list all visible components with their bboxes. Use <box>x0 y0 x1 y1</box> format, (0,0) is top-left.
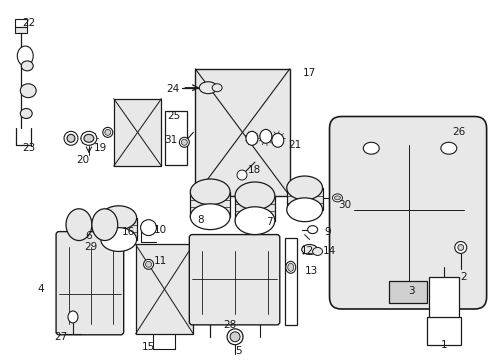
Bar <box>135 244 193 334</box>
Text: 23: 23 <box>22 143 36 153</box>
Ellipse shape <box>20 84 36 98</box>
Ellipse shape <box>145 261 151 267</box>
Ellipse shape <box>312 247 322 255</box>
Ellipse shape <box>332 194 342 202</box>
Text: 15: 15 <box>142 342 155 352</box>
Text: 5: 5 <box>234 346 241 356</box>
Bar <box>428 277 458 319</box>
Ellipse shape <box>287 264 293 271</box>
Ellipse shape <box>237 170 246 180</box>
Text: 28: 28 <box>223 320 236 330</box>
Text: 26: 26 <box>451 127 465 138</box>
Text: 9: 9 <box>324 226 330 237</box>
Bar <box>15 19 27 27</box>
Ellipse shape <box>181 139 187 145</box>
Bar <box>114 99 161 166</box>
Ellipse shape <box>143 260 153 269</box>
Ellipse shape <box>334 196 340 200</box>
Text: 1: 1 <box>440 340 446 350</box>
Bar <box>235 196 274 221</box>
Ellipse shape <box>190 204 230 230</box>
Ellipse shape <box>67 134 75 142</box>
Bar <box>101 218 136 239</box>
Ellipse shape <box>230 332 240 342</box>
Ellipse shape <box>81 131 97 145</box>
Ellipse shape <box>199 82 217 94</box>
Polygon shape <box>111 208 122 222</box>
Ellipse shape <box>440 142 456 154</box>
Text: 8: 8 <box>197 215 203 225</box>
Text: 14: 14 <box>322 247 335 256</box>
Ellipse shape <box>17 46 33 66</box>
Text: 29: 29 <box>84 243 97 252</box>
Text: 20: 20 <box>76 155 89 165</box>
Text: 10: 10 <box>154 225 167 235</box>
Ellipse shape <box>190 179 230 205</box>
Text: 27: 27 <box>54 332 67 342</box>
Text: 24: 24 <box>165 84 179 94</box>
Ellipse shape <box>101 206 136 230</box>
Text: 3: 3 <box>407 286 413 296</box>
Ellipse shape <box>20 109 32 118</box>
Ellipse shape <box>454 242 466 253</box>
Ellipse shape <box>271 133 283 147</box>
Text: 21: 21 <box>287 140 301 150</box>
Ellipse shape <box>226 329 243 345</box>
Ellipse shape <box>235 182 274 210</box>
Text: 31: 31 <box>163 135 177 145</box>
Text: 4: 4 <box>38 284 44 294</box>
Bar <box>195 69 289 196</box>
Bar <box>286 188 322 210</box>
Ellipse shape <box>21 61 33 71</box>
Bar <box>190 192 230 217</box>
Ellipse shape <box>457 244 463 251</box>
Ellipse shape <box>301 244 317 255</box>
Text: 11: 11 <box>154 256 167 266</box>
Bar <box>426 317 460 345</box>
Ellipse shape <box>286 198 322 222</box>
Ellipse shape <box>245 131 257 145</box>
Ellipse shape <box>260 129 271 143</box>
Ellipse shape <box>101 228 136 251</box>
Ellipse shape <box>286 176 322 200</box>
Ellipse shape <box>363 142 379 154</box>
Text: 16: 16 <box>122 226 135 237</box>
Text: 13: 13 <box>305 266 318 276</box>
Bar <box>165 111 187 165</box>
Ellipse shape <box>84 134 94 142</box>
Text: 7: 7 <box>266 217 273 227</box>
Text: 12: 12 <box>301 247 314 256</box>
FancyBboxPatch shape <box>56 231 123 335</box>
Ellipse shape <box>179 137 189 147</box>
Bar <box>15 27 27 33</box>
Ellipse shape <box>235 207 274 235</box>
Ellipse shape <box>64 131 78 145</box>
Ellipse shape <box>285 261 295 273</box>
Ellipse shape <box>102 127 113 137</box>
FancyBboxPatch shape <box>189 235 279 325</box>
Text: 19: 19 <box>94 143 107 153</box>
Text: 2: 2 <box>460 272 466 282</box>
FancyBboxPatch shape <box>329 117 486 309</box>
Text: 17: 17 <box>303 68 316 78</box>
Ellipse shape <box>141 220 156 235</box>
Ellipse shape <box>104 129 111 135</box>
Text: 6: 6 <box>85 230 92 240</box>
Ellipse shape <box>66 209 92 240</box>
Ellipse shape <box>307 226 317 234</box>
Ellipse shape <box>212 84 222 92</box>
Bar <box>388 281 426 303</box>
Text: 18: 18 <box>247 165 260 175</box>
Text: 30: 30 <box>337 200 350 210</box>
Ellipse shape <box>92 209 118 240</box>
Text: 25: 25 <box>166 111 180 121</box>
Text: 22: 22 <box>22 18 36 28</box>
Ellipse shape <box>68 311 78 323</box>
Bar <box>284 238 296 325</box>
